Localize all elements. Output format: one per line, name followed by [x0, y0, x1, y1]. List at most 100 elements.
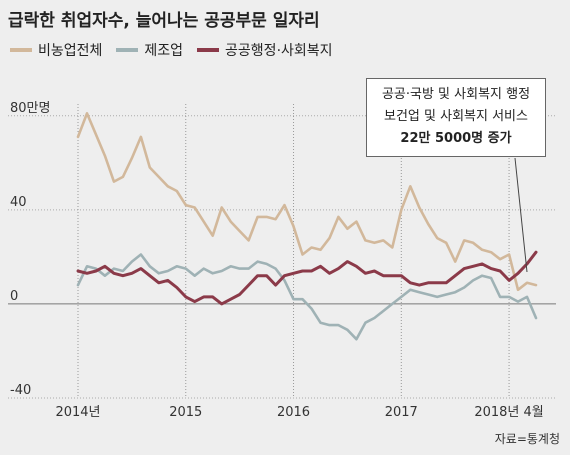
series-0-point-21 — [265, 216, 267, 218]
series-0-point-15 — [212, 235, 214, 237]
series-0-point-37 — [409, 185, 411, 187]
series-2-point-22 — [274, 284, 276, 286]
series-0-point-8 — [149, 166, 151, 168]
chart-legend: 비농업전체 제조업 공공행정·사회복지 — [10, 40, 333, 60]
series-2-point-45 — [481, 263, 483, 265]
series-2-point-13 — [194, 300, 196, 302]
series-2-point-42 — [454, 275, 456, 277]
series-0-point-4 — [113, 180, 115, 182]
series-0-point-33 — [373, 242, 375, 244]
series-2-point-49 — [517, 272, 519, 274]
series-0-point-25 — [301, 253, 303, 255]
series-2-point-41 — [445, 282, 447, 284]
series-1-point-33 — [373, 317, 375, 319]
series-2-point-43 — [463, 267, 465, 269]
series-2-point-9 — [158, 282, 160, 284]
series-0-point-9 — [158, 176, 160, 178]
series-1-point-13 — [194, 275, 196, 277]
series-0-point-12 — [185, 204, 187, 206]
series-0-point-30 — [346, 228, 348, 230]
series-1-point-2 — [95, 267, 97, 269]
series-0-point-28 — [328, 237, 330, 239]
legend-item-total: 비농업전체 — [10, 40, 102, 60]
y-tick-label-3: -40 — [10, 383, 31, 398]
series-1-point-39 — [427, 293, 429, 295]
series-1-point-5 — [122, 270, 124, 272]
series-1-point-44 — [472, 279, 474, 281]
series-2-point-39 — [427, 282, 429, 284]
legend-item-manufacturing: 제조업 — [116, 40, 183, 60]
series-line-2 — [76, 250, 538, 306]
series-0-point-47 — [499, 258, 501, 260]
series-2-point-11 — [176, 286, 178, 288]
series-2-point-33 — [373, 270, 375, 272]
series-0-point-23 — [283, 204, 285, 206]
series-0-point-1 — [86, 112, 88, 114]
source-note: 자료=통계청 — [494, 432, 560, 446]
legend-swatch-total — [10, 48, 32, 52]
series-1-point-37 — [409, 289, 411, 291]
series-0-point-49 — [517, 289, 519, 291]
series-0-point-32 — [364, 239, 366, 241]
series-0-point-13 — [194, 206, 196, 208]
series-1-point-49 — [517, 300, 519, 302]
series-2-point-25 — [301, 270, 303, 272]
series-0-point-51 — [535, 284, 537, 286]
series-1-point-3 — [104, 275, 106, 277]
series-0-point-34 — [382, 239, 384, 241]
series-1-point-8 — [149, 265, 151, 267]
series-1-point-16 — [221, 270, 223, 272]
series-0-point-14 — [203, 220, 205, 222]
series-0-point-18 — [238, 230, 240, 232]
series-2-point-1 — [86, 272, 88, 274]
series-1-point-50 — [526, 296, 528, 298]
series-1-point-10 — [167, 270, 169, 272]
series-1-point-40 — [436, 296, 438, 298]
series-0-point-27 — [319, 249, 321, 251]
series-1-point-21 — [265, 263, 267, 265]
series-2-point-26 — [310, 270, 312, 272]
series-1-point-34 — [382, 310, 384, 312]
series-0-point-20 — [256, 216, 258, 218]
series-1-point-36 — [400, 296, 402, 298]
legend-swatch-manufacturing — [116, 48, 139, 52]
y-tick-label-2: 0 — [10, 289, 18, 304]
series-2-point-38 — [418, 284, 420, 286]
series-line-1 — [76, 253, 538, 341]
series-2-point-12 — [185, 296, 187, 298]
series-0-point-39 — [427, 223, 429, 225]
series-1-point-28 — [328, 324, 330, 326]
series-2-point-0 — [77, 270, 79, 272]
series-0-point-35 — [391, 246, 393, 248]
series-0-point-19 — [247, 239, 249, 241]
series-2-point-40 — [436, 282, 438, 284]
series-0-point-7 — [140, 136, 142, 138]
series-0-point-38 — [418, 206, 420, 208]
series-2-point-14 — [203, 296, 205, 298]
series-1-point-48 — [508, 296, 510, 298]
series-0-point-41 — [445, 242, 447, 244]
x-axis: 2014년 2015 2016 2017 2018년 4월 — [55, 405, 543, 420]
series-0-point-45 — [481, 249, 483, 251]
series-2-point-29 — [337, 267, 339, 269]
series-1-point-0 — [77, 284, 79, 286]
series-1-point-32 — [364, 322, 366, 324]
series-1-point-25 — [301, 298, 303, 300]
series-1-point-45 — [481, 275, 483, 277]
series-2-point-35 — [391, 275, 393, 277]
series-0-point-46 — [490, 251, 492, 253]
series-1-point-19 — [247, 267, 249, 269]
series-0-point-16 — [221, 206, 223, 208]
legend-label-public: 공공행정·사회복지 — [225, 43, 333, 59]
series-1-point-22 — [274, 267, 276, 269]
series-0-point-40 — [436, 237, 438, 239]
legend-label-total: 비농업전체 — [38, 43, 103, 59]
y-axis: 80만명 40 0 -40 — [10, 101, 50, 398]
series-0-point-24 — [292, 225, 294, 227]
series-2-point-32 — [364, 272, 366, 274]
series-1-point-47 — [499, 296, 501, 298]
series-2-point-20 — [256, 275, 258, 277]
series-2-point-6 — [131, 272, 133, 274]
series-2-point-51 — [535, 251, 537, 253]
